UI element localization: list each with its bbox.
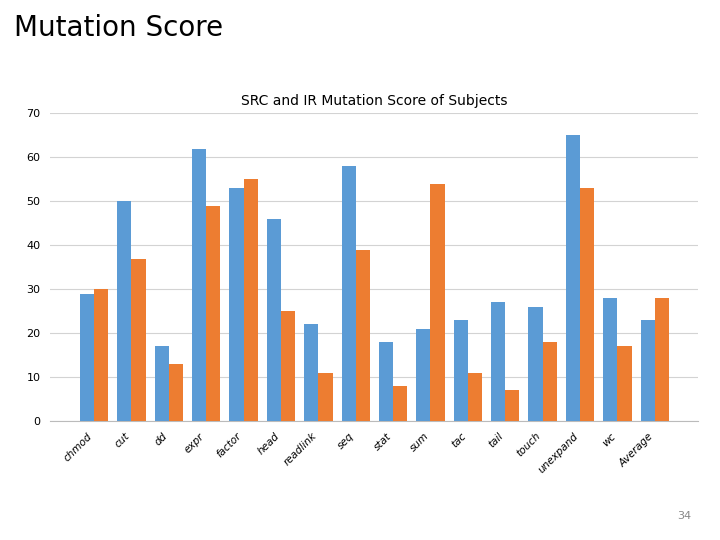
- Bar: [393, 386, 408, 421]
- Bar: [491, 302, 505, 421]
- Text: 34: 34: [677, 511, 691, 521]
- Bar: [543, 342, 557, 421]
- Bar: [80, 294, 94, 421]
- Bar: [117, 201, 132, 421]
- Bar: [168, 364, 183, 421]
- Bar: [132, 259, 145, 421]
- Bar: [192, 148, 206, 421]
- Bar: [304, 325, 318, 421]
- Bar: [341, 166, 356, 421]
- Title: SRC and IR Mutation Score of Subjects: SRC and IR Mutation Score of Subjects: [241, 94, 508, 108]
- Bar: [505, 390, 519, 421]
- Bar: [580, 188, 594, 421]
- Bar: [356, 249, 370, 421]
- Bar: [230, 188, 243, 421]
- Bar: [528, 307, 543, 421]
- Bar: [654, 298, 669, 421]
- Bar: [566, 136, 580, 421]
- Bar: [641, 320, 654, 421]
- Bar: [155, 347, 168, 421]
- Bar: [206, 206, 220, 421]
- Bar: [454, 320, 468, 421]
- Bar: [468, 373, 482, 421]
- Bar: [94, 289, 108, 421]
- Text: Mutation Score: Mutation Score: [14, 14, 223, 42]
- Bar: [281, 311, 295, 421]
- Bar: [603, 298, 617, 421]
- Bar: [431, 184, 445, 421]
- Bar: [379, 342, 393, 421]
- Bar: [266, 219, 281, 421]
- Bar: [318, 373, 333, 421]
- Bar: [243, 179, 258, 421]
- Bar: [416, 329, 431, 421]
- Bar: [617, 347, 631, 421]
